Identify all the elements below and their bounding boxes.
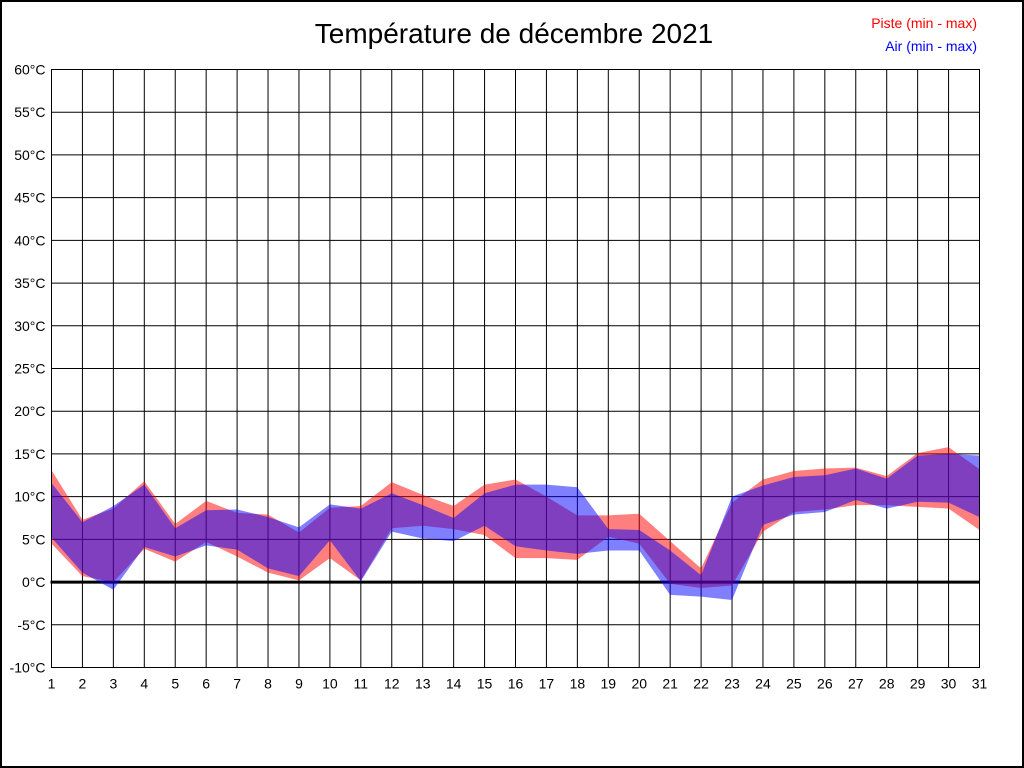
x-axis-tick-label: 21 — [662, 676, 678, 692]
y-axis-tick-label: 10°C — [14, 489, 45, 505]
legend-item-piste: Piste (min - max) — [871, 15, 977, 31]
air-band — [51, 453, 980, 601]
y-axis-tick-label: -5°C — [17, 617, 45, 633]
x-axis-tick-label: 12 — [384, 676, 400, 692]
x-axis-tick-label: 7 — [233, 676, 241, 692]
x-axis-tick-label: 5 — [171, 676, 179, 692]
x-axis-tick-label: 20 — [631, 676, 647, 692]
x-axis-tick-label: 18 — [570, 676, 586, 692]
legend: Piste (min - max) Air (min - max) — [871, 12, 977, 58]
x-axis-tick-label: 13 — [415, 676, 431, 692]
chart-title: Température de décembre 2021 — [314, 18, 714, 49]
y-axis-tick-label: 35°C — [14, 275, 45, 291]
x-axis-tick-label: 9 — [295, 676, 303, 692]
x-axis-tick-label: 19 — [601, 676, 617, 692]
x-axis-tick-label: 25 — [786, 676, 802, 692]
x-axis-tick-label: 4 — [140, 676, 148, 692]
x-axis-tick-label: 15 — [477, 676, 493, 692]
y-axis-tick-label: 60°C — [14, 62, 45, 78]
x-axis-tick-label: 11 — [354, 676, 369, 692]
x-axis-tick-label: 8 — [264, 676, 272, 692]
y-axis-tick-label: 55°C — [14, 104, 45, 120]
x-axis-tick-label: 30 — [941, 676, 957, 692]
x-axis-tick-label: 17 — [539, 676, 555, 692]
y-axis-tick-label: 50°C — [14, 147, 45, 163]
x-axis-tick-label: 22 — [693, 676, 709, 692]
x-axis-tick-label: 28 — [879, 676, 895, 692]
x-axis-tick-label: 16 — [508, 676, 524, 692]
y-axis-tick-label: 15°C — [14, 446, 45, 462]
y-axis-tick-label: -10°C — [10, 660, 46, 676]
x-axis-tick-label: 2 — [79, 676, 87, 692]
x-axis-tick-label: 23 — [724, 676, 740, 692]
x-axis-tick-label: 24 — [755, 676, 771, 692]
y-axis-tick-label: 5°C — [22, 531, 46, 547]
x-axis-tick-label: 14 — [446, 676, 462, 692]
x-axis-tick-label: 3 — [109, 676, 117, 692]
y-axis-tick-label: 25°C — [14, 361, 45, 377]
x-axis-tick-label: 1 — [48, 676, 56, 692]
x-axis-tick-label: 31 — [972, 676, 988, 692]
x-axis-tick-label: 6 — [202, 676, 210, 692]
x-axis-tick-label: 26 — [817, 676, 833, 692]
y-axis-tick-label: 45°C — [14, 190, 45, 206]
x-axis-tick-label: 29 — [910, 676, 926, 692]
x-axis-tick-label: 27 — [848, 676, 864, 692]
y-axis-tick-label: 0°C — [22, 574, 46, 590]
plot-border — [51, 69, 980, 668]
legend-item-air: Air (min - max) — [885, 38, 977, 54]
y-axis-tick-label: 30°C — [14, 318, 45, 334]
y-axis-tick-label: 20°C — [14, 403, 45, 419]
x-axis-tick-label: 10 — [322, 676, 338, 692]
y-axis-tick-label: 40°C — [14, 232, 45, 248]
